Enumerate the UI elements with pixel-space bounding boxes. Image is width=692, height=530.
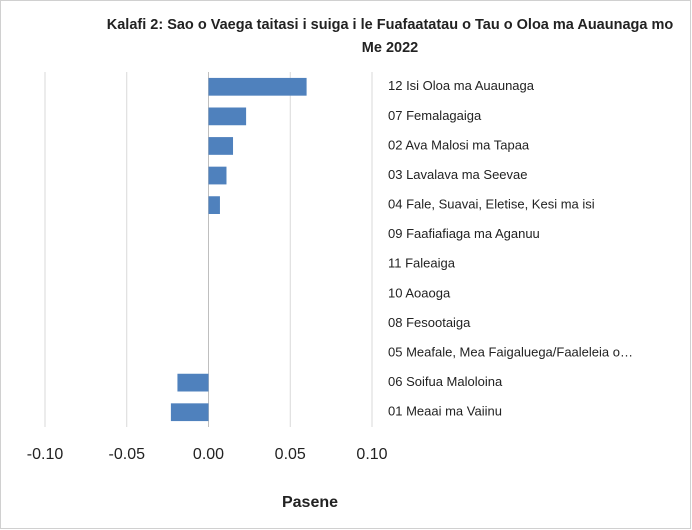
bar (208, 137, 234, 155)
bar (208, 77, 307, 96)
category-label: 06 Soifua Maloloina (388, 374, 503, 389)
x-axis-label: Pasene (282, 494, 338, 511)
x-tick-label: -0.10 (27, 446, 64, 463)
category-label: 11 Faleaiga (388, 256, 456, 271)
x-tick-label: -0.05 (109, 446, 146, 463)
bar (177, 373, 209, 392)
x-tick-label: 0.00 (193, 446, 224, 463)
category-label: 10 Aoaoga (388, 285, 451, 300)
category-label: 05 Meafale, Mea Faigaluega/Faaleleia o… (388, 344, 633, 359)
bar (208, 166, 227, 185)
bar (208, 107, 247, 126)
category-label: 09 Faafiafiaga ma Aganuu (388, 226, 540, 241)
category-label: 01 Meaai ma Vaiinu (388, 404, 502, 419)
x-tick-label: 0.05 (275, 446, 306, 463)
category-label: 07 Femalagaiga (388, 108, 482, 123)
category-label: 03 Lavalava ma Seevae (388, 167, 527, 182)
x-tick-label: 0.10 (356, 446, 387, 463)
chart-title: Kalafi 2: Sao o Vaega taitasi i suiga i … (106, 17, 674, 56)
category-label: 02 Ava Malosi ma Tapaa (388, 137, 530, 152)
category-label: 08 Fesootaiga (388, 315, 471, 330)
category-label: 12 Isi Oloa ma Auaunaga (388, 78, 535, 93)
bar (170, 403, 209, 422)
category-label: 04 Fale, Suavai, Eletise, Kesi ma isi (388, 197, 595, 212)
bar (208, 196, 220, 214)
